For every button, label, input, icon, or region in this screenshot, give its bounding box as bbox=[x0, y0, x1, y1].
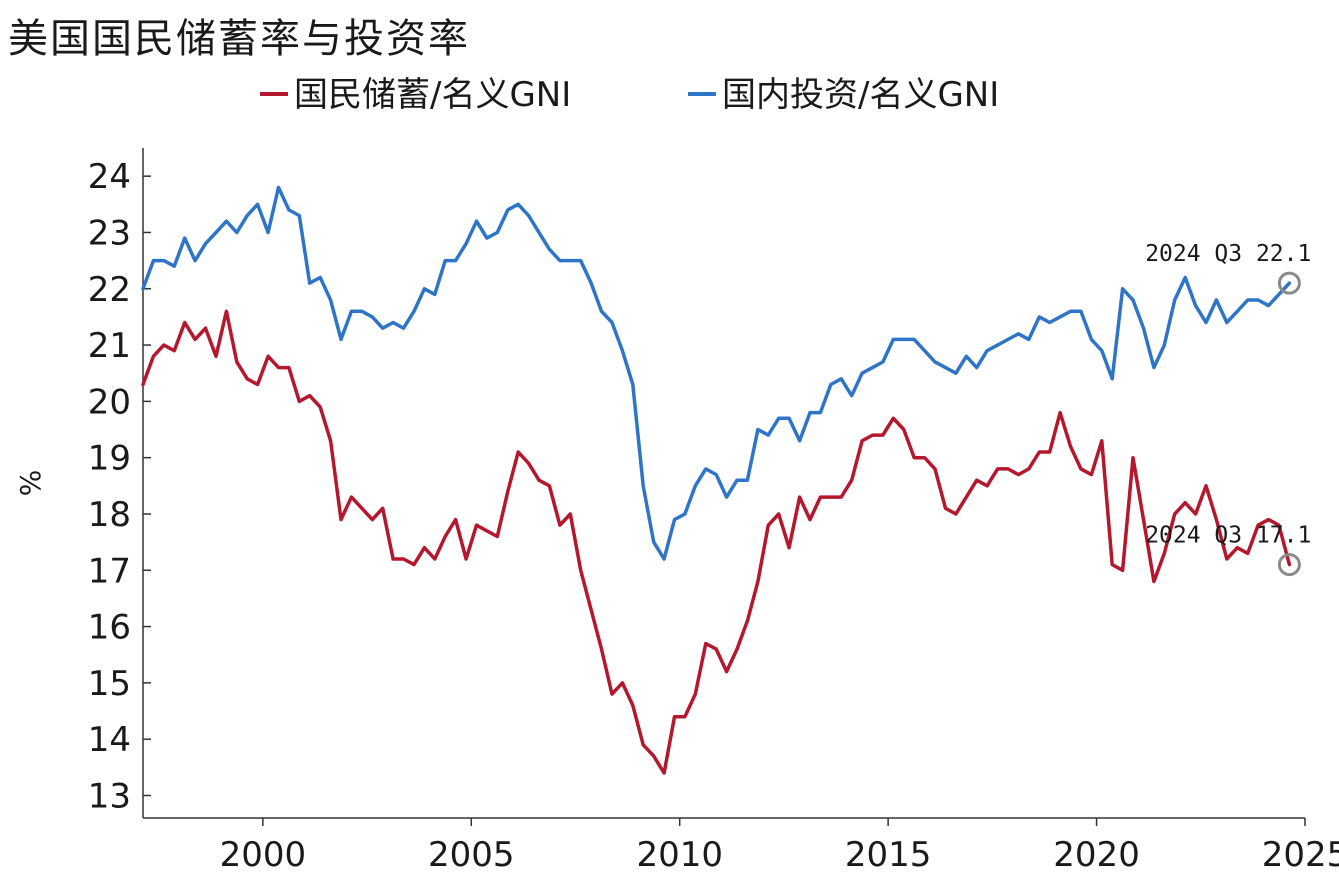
x-tick-label: 2015 bbox=[845, 835, 932, 875]
x-tick-label: 2020 bbox=[1053, 835, 1140, 875]
x-tick-label: 2025 bbox=[1262, 835, 1339, 875]
annotation-marker-1 bbox=[1277, 271, 1301, 295]
y-tick-label: 19 bbox=[88, 439, 131, 479]
series-line-2 bbox=[141, 185, 1292, 561]
chart-title: 美国国民储蓄率与投资率 bbox=[8, 16, 470, 62]
x-tick-label: 2010 bbox=[636, 835, 723, 875]
y-tick-label: 24 bbox=[88, 157, 131, 197]
legend-label-2: 国内投资/名义GNI bbox=[722, 75, 999, 115]
y-tick-label: 14 bbox=[88, 720, 131, 760]
x-tick-label: 2000 bbox=[220, 835, 307, 875]
y-axis-label: % bbox=[14, 470, 47, 497]
y-tick-label: 18 bbox=[88, 495, 131, 535]
legend-label-1: 国民储蓄/名义GNI bbox=[294, 75, 571, 115]
y-tick-label: 15 bbox=[88, 664, 131, 704]
y-tick-label: 21 bbox=[88, 326, 131, 366]
y-tick-label: 17 bbox=[88, 551, 131, 591]
y-tick-label: 22 bbox=[88, 270, 131, 310]
annotation-label-1: 2024 Q3 22.1 bbox=[1145, 241, 1311, 267]
y-tick-label: 23 bbox=[88, 213, 131, 253]
annotation-marker-2 bbox=[1277, 553, 1301, 577]
series-line-1 bbox=[141, 309, 1292, 775]
y-tick-label: 13 bbox=[88, 776, 131, 816]
y-tick-label: 20 bbox=[88, 382, 131, 422]
y-tick-label: 16 bbox=[88, 608, 131, 648]
annotation-label-2: 2024 Q3 17.1 bbox=[1145, 523, 1311, 549]
x-tick-label: 2005 bbox=[428, 835, 515, 875]
